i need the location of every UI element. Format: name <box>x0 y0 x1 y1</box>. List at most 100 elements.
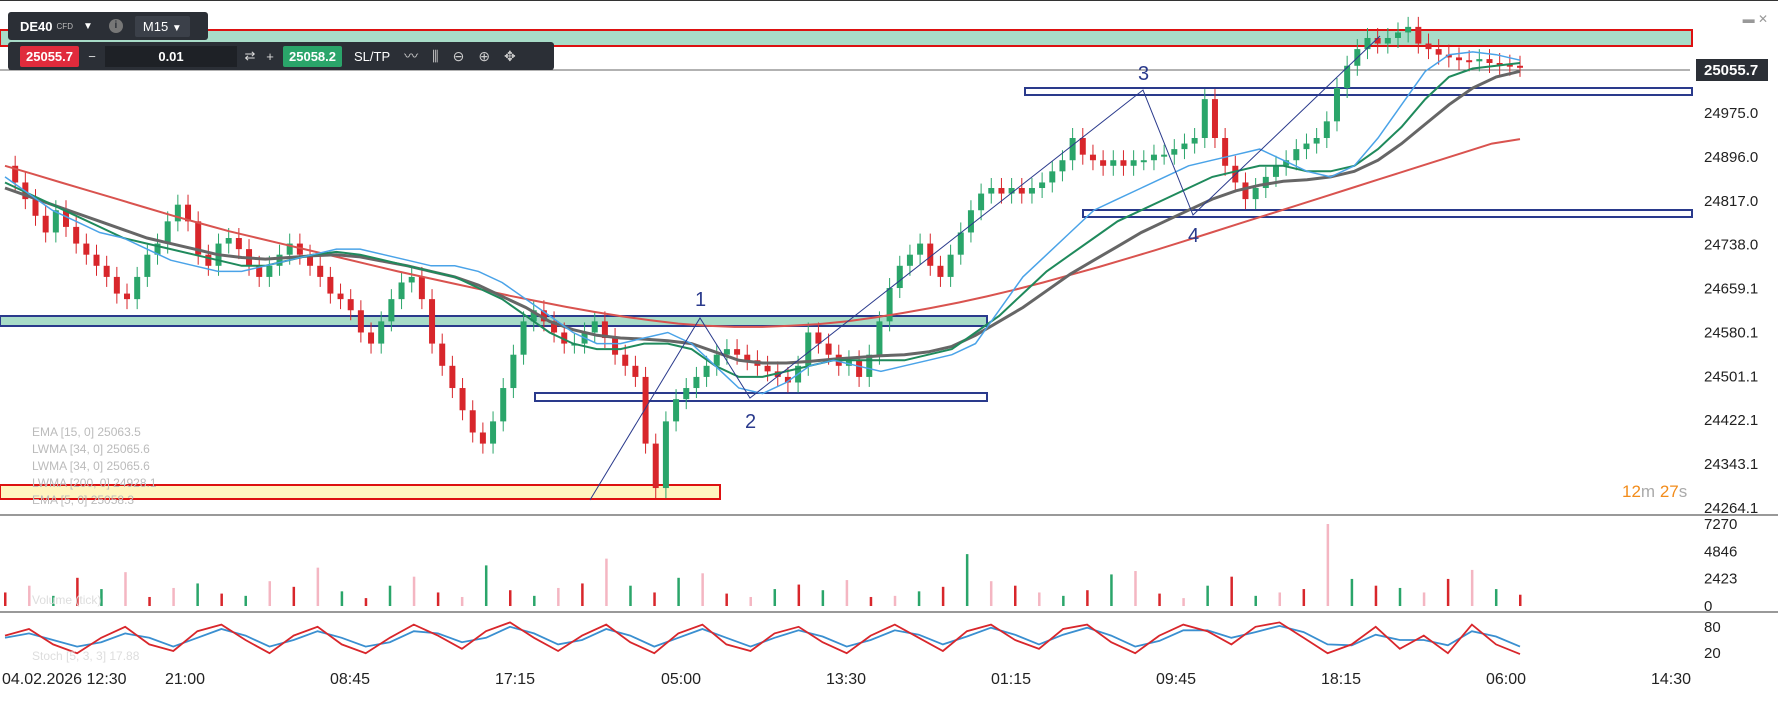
timeframe-select[interactable]: M15 ▼ <box>134 15 190 37</box>
time-tick-label: 08:45 <box>330 671 370 688</box>
candle-body <box>337 293 344 300</box>
zoom-out-icon[interactable]: ⊖ <box>452 47 465 64</box>
candle-body <box>967 210 974 233</box>
volume-bar <box>1374 585 1378 606</box>
move-icon[interactable]: ✥ <box>504 47 516 64</box>
volume-bar <box>653 592 656 606</box>
candle-body <box>1059 160 1066 172</box>
candle-body <box>1039 182 1046 189</box>
time-tick-label: 14:30 <box>1651 671 1691 688</box>
candle-body <box>276 254 283 266</box>
candle-body <box>1120 160 1127 166</box>
candle-body <box>144 254 151 277</box>
decrease-quantity-button[interactable]: − <box>88 48 96 64</box>
candle-body <box>418 276 425 300</box>
volume-bar <box>1326 524 1330 606</box>
volume-bar <box>701 573 704 606</box>
wave-label: 4 <box>1188 225 1199 247</box>
current-price-label: 25055.7 <box>1704 62 1758 79</box>
wave-line <box>589 35 1381 501</box>
volume-bar <box>1086 590 1089 606</box>
candle-body <box>368 332 375 344</box>
candle-body <box>998 188 1005 194</box>
volume-bar <box>749 596 752 606</box>
candle-body <box>459 388 466 411</box>
candle-body <box>134 276 141 300</box>
candle-body <box>876 321 883 355</box>
volume-bar <box>1446 578 1450 606</box>
candle-body <box>1272 165 1279 177</box>
candle-body <box>845 360 852 366</box>
volume-tick-label: 7270 <box>1704 516 1737 533</box>
volume-tick-label: 0 <box>1704 598 1712 615</box>
chevron-down-icon[interactable]: ▼ <box>82 20 93 32</box>
volume-bar <box>1134 571 1137 606</box>
candle-body <box>256 265 263 277</box>
lwma200-line <box>4 138 1521 328</box>
volume-bar <box>1519 594 1522 606</box>
increase-quantity-button[interactable]: + <box>266 48 274 64</box>
sell-button[interactable]: 25055.7 <box>20 45 79 67</box>
zoom-in-icon[interactable]: ⊕ <box>478 47 491 64</box>
candle-body <box>1028 188 1035 194</box>
quantity-input[interactable]: 0.01 <box>105 45 237 67</box>
volume-bar <box>557 587 560 606</box>
volume-bar <box>1278 592 1282 606</box>
volume-bar <box>677 577 680 606</box>
volume-bar <box>605 558 608 606</box>
volume-bar <box>196 583 199 606</box>
volume-bar <box>220 593 223 606</box>
stoch-k-line <box>4 621 1521 655</box>
volume-bar <box>4 592 7 606</box>
candle-body <box>530 310 537 322</box>
volume-bar <box>989 581 993 606</box>
line-chart-icon[interactable]: 〰 <box>404 48 419 64</box>
candle-body <box>540 310 547 322</box>
candle-body <box>1252 188 1259 200</box>
price-tick-label: 24817.0 <box>1704 193 1758 210</box>
candle-body <box>1089 154 1096 161</box>
candle-body <box>1049 171 1056 183</box>
buy-button[interactable]: 25058.2 <box>283 45 342 67</box>
swap-icon[interactable]: ⇄ <box>244 48 256 63</box>
sltp-button[interactable]: SL/TP <box>354 48 391 64</box>
candle-body <box>1283 160 1290 166</box>
candles-icon[interactable]: ⫼ <box>432 47 439 64</box>
volume-bar <box>1158 593 1161 606</box>
candle-body <box>63 210 70 227</box>
candle-body <box>1445 54 1452 58</box>
candle-body <box>591 321 598 333</box>
volume-bar <box>581 583 584 606</box>
candle-body <box>1344 65 1351 88</box>
minimize-icon[interactable]: ▬ <box>1742 12 1755 26</box>
symbol-name[interactable]: DE40 <box>20 18 53 34</box>
candle-body <box>124 293 131 300</box>
close-icon[interactable]: ✕ <box>1757 12 1768 26</box>
demand-zone-yellow <box>0 484 721 500</box>
info-icon[interactable]: i <box>108 19 123 33</box>
volume-bar <box>1254 595 1257 606</box>
candle-body <box>1425 43 1432 50</box>
volume-bar <box>725 593 728 606</box>
candle-body <box>327 276 334 294</box>
candle-body <box>693 376 700 389</box>
candle-body <box>683 388 690 400</box>
candle-body <box>490 421 497 444</box>
time-tick-label: 09:45 <box>1156 671 1196 688</box>
candle-body <box>1150 154 1157 161</box>
stoch-d-line <box>4 624 1521 648</box>
volume-bar <box>509 590 512 606</box>
time-tick-label: 17:15 <box>495 671 535 688</box>
volume-bar <box>845 580 849 606</box>
candle-body <box>1323 121 1330 139</box>
candle-body <box>612 338 619 355</box>
candle-body <box>1130 160 1137 166</box>
candle-body <box>1374 37 1381 44</box>
candle-body <box>1384 37 1391 44</box>
chevron-down-icon: ▼ <box>171 22 182 34</box>
candle-body <box>906 254 913 266</box>
candle-body <box>1262 176 1269 189</box>
candle-body <box>1181 143 1188 150</box>
volume-bar <box>821 590 825 606</box>
